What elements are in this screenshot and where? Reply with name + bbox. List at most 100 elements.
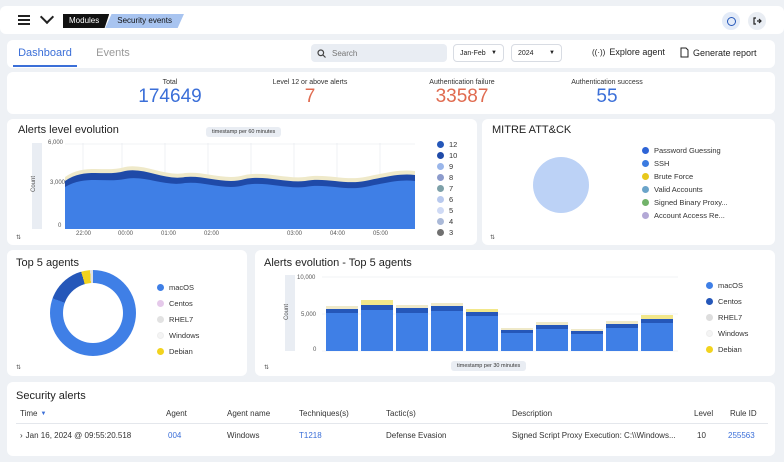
bar-stack[interactable] xyxy=(326,306,358,351)
bar-stack[interactable] xyxy=(396,305,428,351)
kpi-value[interactable]: 174649 xyxy=(138,86,202,107)
kpi-value[interactable]: 33587 xyxy=(435,86,489,107)
tab-events[interactable]: Events xyxy=(96,47,130,59)
row-technique[interactable]: T1218 xyxy=(299,431,322,440)
legend-item[interactable]: Debian xyxy=(706,341,748,357)
kpi-value[interactable]: 7 xyxy=(304,86,316,107)
legend-dot xyxy=(642,212,649,219)
x-tick: 04:00 xyxy=(330,231,346,237)
refresh-icon xyxy=(726,16,736,26)
col-description[interactable]: Description xyxy=(512,409,553,418)
inspect-icon[interactable]: ⇅ xyxy=(16,365,22,371)
search-box[interactable] xyxy=(311,44,447,62)
evo5-legend: macOS Centos RHEL7 Windows Debian xyxy=(706,277,748,357)
logout-icon xyxy=(753,17,762,25)
logout-button[interactable] xyxy=(748,12,766,30)
x-tick: 05:00 xyxy=(373,231,389,237)
legend-item[interactable]: macOS xyxy=(706,277,748,293)
evo5-chart xyxy=(322,276,678,352)
kpi-value[interactable]: 55 xyxy=(596,86,618,107)
table-row[interactable]: › Jan 16, 2024 @ 09:55:20.518 004 Windows… xyxy=(0,431,784,441)
legend-item[interactable]: Signed Binary Proxy... xyxy=(642,196,728,209)
col-rule-id[interactable]: Rule ID xyxy=(730,409,757,418)
legend-item[interactable]: 5 xyxy=(437,205,457,216)
bar-stack[interactable] xyxy=(571,329,603,351)
inspect-icon[interactable]: ⇅ xyxy=(16,235,22,241)
alerts-level-legend: 12 10 9 8 7 6 5 4 3 xyxy=(437,139,457,238)
legend-dot xyxy=(706,297,713,305)
status-button[interactable] xyxy=(722,12,740,30)
legend-dot xyxy=(157,315,164,323)
legend-item[interactable]: Debian xyxy=(157,343,199,359)
legend-item[interactable]: macOS xyxy=(157,279,199,295)
bar-stack[interactable] xyxy=(501,328,533,351)
legend-item[interactable]: 10 xyxy=(437,150,457,161)
legend-item[interactable]: Windows xyxy=(157,327,199,343)
legend-item[interactable]: 7 xyxy=(437,183,457,194)
expand-icon[interactable]: › xyxy=(20,431,23,440)
period-select-value: Jan-Feb xyxy=(460,49,486,57)
inspect-icon[interactable]: ⇅ xyxy=(490,235,496,241)
row-level: 10 xyxy=(697,431,706,440)
col-level[interactable]: Level xyxy=(694,409,714,418)
sort-down-icon: ▼ xyxy=(40,410,47,417)
col-agent-name[interactable]: Agent name xyxy=(227,409,271,418)
legend-dot xyxy=(437,152,444,159)
kpi-label: Total xyxy=(162,79,178,86)
menu-icon[interactable] xyxy=(18,15,30,25)
bar-stack[interactable] xyxy=(466,309,498,351)
legend-dot xyxy=(437,174,444,181)
legend-item[interactable]: Account Access Re... xyxy=(642,209,728,222)
legend-item[interactable]: 6 xyxy=(437,194,457,205)
period-select[interactable]: Jan-Feb ▼ xyxy=(453,44,504,62)
kpi-label: Authentication failure xyxy=(429,79,495,86)
legend-item[interactable]: Windows xyxy=(706,325,748,341)
row-time[interactable]: › Jan 16, 2024 @ 09:55:20.518 xyxy=(20,431,132,440)
row-tactic: Defense Evasion xyxy=(386,431,447,440)
y-tick: 3,000 xyxy=(50,180,66,186)
legend-item[interactable]: 4 xyxy=(437,216,457,227)
legend-item[interactable]: 12 xyxy=(437,139,457,150)
legend-item[interactable]: 8 xyxy=(437,172,457,183)
document-icon xyxy=(680,47,689,58)
inspect-icon[interactable]: ⇅ xyxy=(264,365,270,371)
breadcrumb-modules[interactable]: Modules xyxy=(63,14,110,28)
tab-dashboard[interactable]: Dashboard xyxy=(13,45,77,67)
evo5-ylabel: Count xyxy=(284,275,295,351)
bar-stack[interactable] xyxy=(606,321,638,351)
legend-item[interactable]: RHEL7 xyxy=(706,309,748,325)
search-input[interactable] xyxy=(332,48,432,58)
col-techniques[interactable]: Techniques(s) xyxy=(299,409,349,418)
row-agent[interactable]: 004 xyxy=(168,431,182,440)
bar-stack[interactable] xyxy=(641,315,673,351)
kpi-level12: Level 12 or above alerts 7 xyxy=(250,79,370,108)
legend-item[interactable]: RHEL7 xyxy=(157,311,199,327)
mitre-card xyxy=(482,119,775,245)
generate-report-button[interactable]: Generate report xyxy=(680,47,757,58)
bar-stack[interactable] xyxy=(536,322,568,351)
y-tick: 5,000 xyxy=(301,312,317,318)
legend-item[interactable]: 3 xyxy=(437,227,457,238)
row-rule-id[interactable]: 255563 xyxy=(728,431,755,440)
legend-item[interactable]: 9 xyxy=(437,161,457,172)
legend-item[interactable]: Centos xyxy=(157,295,199,311)
col-agent[interactable]: Agent xyxy=(166,409,187,418)
legend-item[interactable]: Password Guessing xyxy=(642,144,728,157)
col-tactics[interactable]: Tactic(s) xyxy=(386,409,416,418)
legend-item[interactable]: Centos xyxy=(706,293,748,309)
search-icon xyxy=(317,48,326,58)
year-select[interactable]: 2024 ▼ xyxy=(511,44,562,62)
breadcrumb-current[interactable]: Security events xyxy=(105,14,184,28)
legend-item[interactable]: Valid Accounts xyxy=(642,183,728,196)
legend-dot xyxy=(437,185,444,192)
kpi-card xyxy=(7,72,775,114)
col-time[interactable]: Time ▼ xyxy=(20,409,47,418)
chevron-down-icon: ▼ xyxy=(549,50,555,56)
legend-item[interactable]: SSH xyxy=(642,157,728,170)
bar-stack[interactable] xyxy=(431,303,463,351)
x-tick: 22:00 xyxy=(76,231,92,237)
explore-agent-button[interactable]: ((·)) Explore agent xyxy=(592,47,665,57)
legend-item[interactable]: Brute Force xyxy=(642,170,728,183)
bar-stack[interactable] xyxy=(361,300,393,351)
alerts-level-xticks: 22:00 00:00 01:00 02:00 03:00 04:00 05:0… xyxy=(65,231,415,239)
